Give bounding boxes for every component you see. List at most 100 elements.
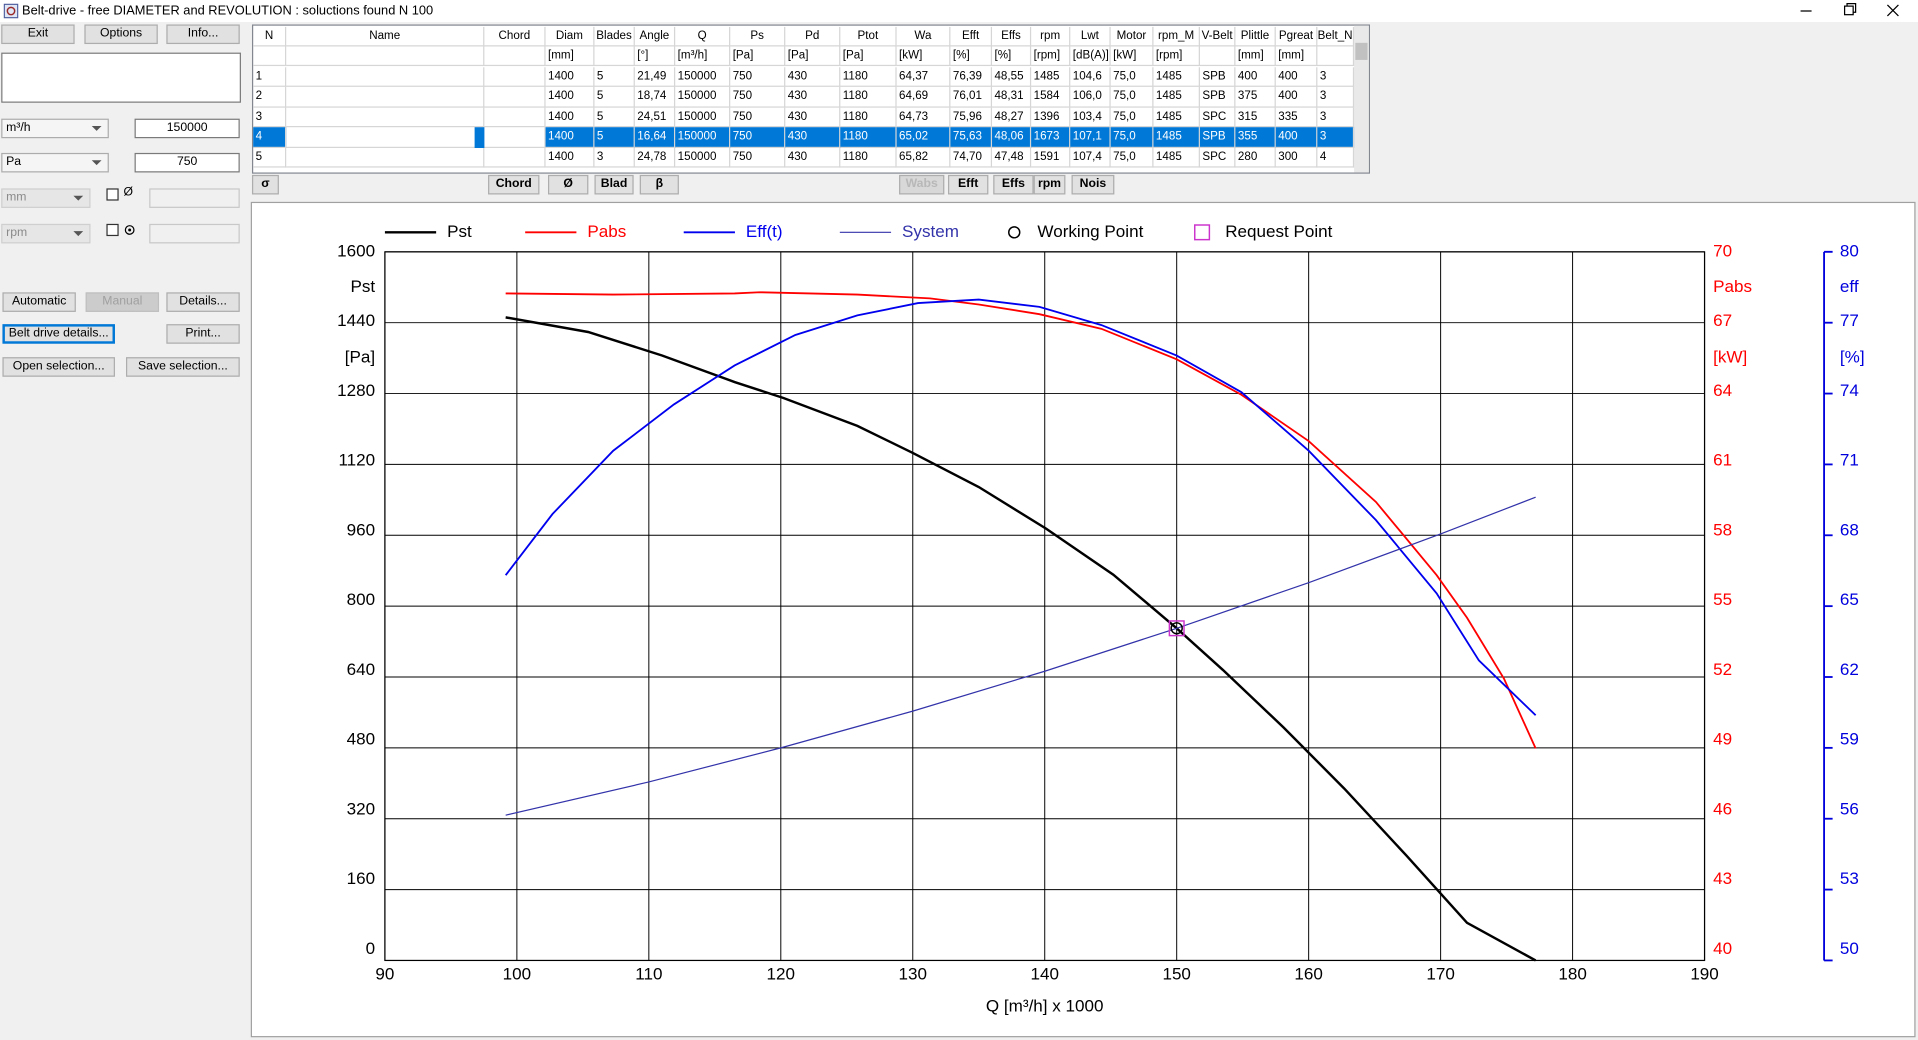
table-cell[interactable]: 2	[253, 87, 287, 108]
table-cell[interactable]: 76,39	[950, 67, 993, 88]
column-header[interactable]: rpm_M	[1153, 26, 1200, 47]
table-cell[interactable]: 75,0	[1110, 87, 1154, 108]
table-cell[interactable]	[286, 87, 485, 108]
table-cell[interactable]: 750	[730, 87, 786, 108]
table-cell[interactable]: 75,0	[1110, 107, 1154, 128]
table-cell[interactable]: 150000	[675, 107, 731, 128]
table-cell[interactable]: 315	[1235, 107, 1276, 128]
table-cell[interactable]	[286, 127, 485, 148]
table-cell[interactable]: 1673	[1031, 127, 1071, 148]
table-cell[interactable]: 150000	[675, 147, 731, 168]
table-cell[interactable]: 4	[1317, 147, 1355, 168]
table-cell[interactable]: 1400	[545, 147, 595, 168]
scroll-thumb[interactable]	[1355, 42, 1368, 60]
column-header[interactable]: Motor	[1110, 26, 1154, 47]
column-header[interactable]: Lwt	[1070, 26, 1111, 47]
table-cell[interactable]: 280	[1235, 147, 1276, 168]
column-header[interactable]: V-Belt	[1199, 26, 1236, 47]
flow-value[interactable]: 150000	[134, 118, 240, 139]
table-cell[interactable]: 5	[253, 147, 287, 168]
table-cell[interactable]: 75,96	[950, 107, 993, 128]
table-cell[interactable]: 104,6	[1070, 67, 1111, 88]
automatic-button[interactable]: Automatic	[2, 292, 76, 312]
column-header[interactable]: Pgreat	[1275, 26, 1318, 47]
table-cell[interactable]: 1180	[840, 87, 897, 108]
details-button[interactable]: Details...	[166, 292, 240, 312]
table-cell[interactable]: SPC	[1199, 147, 1236, 168]
table-cell[interactable]: 5	[594, 127, 635, 148]
table-cell[interactable]: 16,64	[634, 127, 676, 148]
checkbox[interactable]	[106, 188, 119, 201]
table-cell[interactable]: 106,0	[1070, 87, 1111, 108]
table-cell[interactable]: 750	[730, 67, 786, 88]
table-cell[interactable]: 1485	[1153, 127, 1200, 148]
table-cell[interactable]: 1180	[840, 127, 897, 148]
column-header[interactable]: Angle	[634, 26, 676, 47]
table-cell[interactable]: 64,69	[896, 87, 951, 108]
table-cell[interactable]	[286, 147, 485, 168]
exit-button[interactable]: Exit	[1, 24, 75, 45]
column-header[interactable]: N	[253, 26, 287, 47]
table-cell[interactable]: 1180	[840, 67, 897, 88]
table-cell[interactable]: 75,63	[950, 127, 993, 148]
table-cell[interactable]: 64,73	[896, 107, 951, 128]
options-button[interactable]: Options	[84, 24, 158, 45]
column-header[interactable]: Ps	[730, 26, 786, 47]
table-cell[interactable]: 375	[1235, 87, 1276, 108]
table-cell[interactable]: 103,4	[1070, 107, 1111, 128]
table-cell[interactable]	[484, 67, 546, 88]
column-header[interactable]: Plittle	[1235, 26, 1276, 47]
table-cell[interactable]: 1485	[1153, 107, 1200, 128]
column-header[interactable]: Diam	[545, 26, 595, 47]
window-controls[interactable]	[1786, 0, 1918, 22]
table-cell[interactable]: 24,78	[634, 147, 676, 168]
sort-button[interactable]: rpm	[1033, 174, 1066, 195]
table-cell[interactable]: 65,02	[896, 127, 951, 148]
table-cell[interactable]: 750	[730, 107, 786, 128]
pressure-unit[interactable]: Pa	[1, 152, 109, 173]
table-cell[interactable]: 150000	[675, 87, 731, 108]
table-cell[interactable]: 150000	[675, 67, 731, 88]
table-cell[interactable]: 355	[1235, 127, 1276, 148]
table-cell[interactable]: 48,55	[992, 67, 1032, 88]
table-cell[interactable]: 1396	[1031, 107, 1071, 128]
column-header[interactable]: Pd	[785, 26, 841, 47]
table-cell[interactable]: 400	[1275, 87, 1318, 108]
close[interactable]	[1886, 4, 1899, 17]
table-cell[interactable]: 150000	[675, 127, 731, 148]
table-cell[interactable]: 1584	[1031, 87, 1071, 108]
table-cell[interactable]: 1400	[545, 87, 595, 108]
table-cell[interactable]: 750	[730, 147, 786, 168]
sort-button[interactable]: σ	[251, 174, 279, 195]
column-header[interactable]: Name	[286, 26, 485, 47]
column-header[interactable]: rpm	[1031, 26, 1071, 47]
table-cell[interactable]: 4	[253, 127, 287, 148]
table-cell[interactable]: 107,1	[1070, 127, 1111, 148]
table-cell[interactable]: SPB	[1199, 67, 1236, 88]
table-cell[interactable]: 430	[785, 127, 841, 148]
checkbox[interactable]	[106, 223, 119, 237]
table-cell[interactable]: 47,48	[992, 147, 1032, 168]
scrollbar[interactable]	[1354, 25, 1369, 173]
table-cell[interactable]: 3	[1317, 127, 1355, 148]
table-cell[interactable]: 3	[1317, 87, 1355, 108]
notes-box[interactable]	[1, 52, 241, 103]
table-cell[interactable]: 21,49	[634, 67, 676, 88]
table-cell[interactable]: SPB	[1199, 87, 1236, 108]
column-header[interactable]: Belt_N	[1317, 26, 1355, 47]
table-cell[interactable]: 1400	[545, 67, 595, 88]
table-cell[interactable]: 75,0	[1110, 147, 1154, 168]
table-cell[interactable]: 1400	[545, 127, 595, 148]
table-cell[interactable]: 430	[785, 87, 841, 108]
table-cell[interactable]: 64,37	[896, 67, 951, 88]
column-header[interactable]: Q	[675, 26, 731, 47]
sort-button[interactable]: Effs	[993, 174, 1034, 195]
info-button[interactable]: Info...	[166, 24, 240, 45]
table-cell[interactable]: 335	[1275, 107, 1318, 128]
table-cell[interactable]: 1180	[840, 107, 897, 128]
table-cell[interactable]: 76,01	[950, 87, 993, 108]
column-header[interactable]: Chord	[484, 26, 546, 47]
table-cell[interactable]: 430	[785, 67, 841, 88]
table-cell[interactable]: 75,0	[1110, 127, 1154, 148]
table-cell[interactable]: 1591	[1031, 147, 1071, 168]
